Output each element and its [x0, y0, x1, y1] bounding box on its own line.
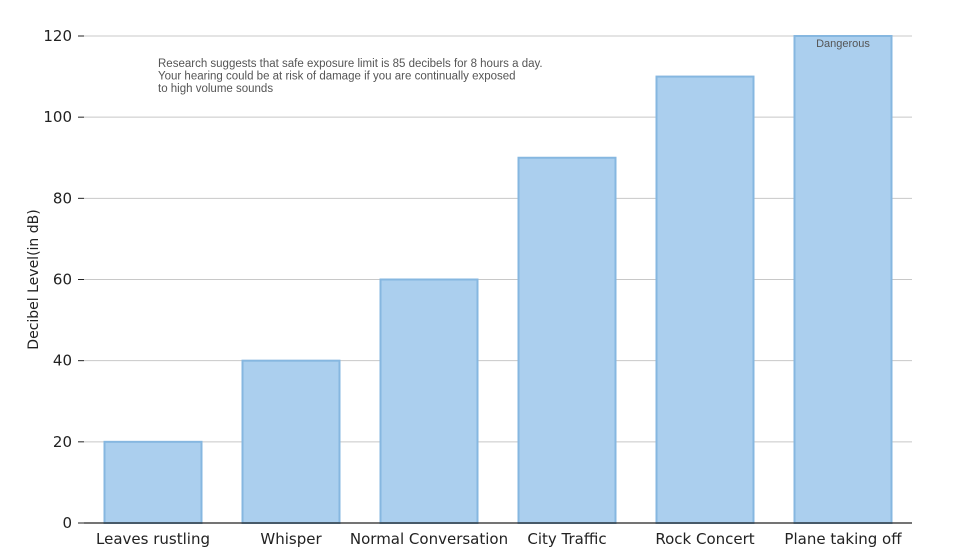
- bars: [103, 35, 893, 525]
- gridlines: [84, 35, 912, 443]
- bar-city-traffic[interactable]: [517, 156, 617, 524]
- x-category-label: Whisper: [260, 530, 322, 548]
- y-tick-label: 20: [53, 433, 72, 451]
- labels: 0 20 40 60 80 100 120 Leaves rustling Whisper Nor…: [26, 27, 902, 548]
- x-category-label: Normal Conversation: [350, 530, 508, 548]
- bar-whisper[interactable]: [241, 359, 341, 524]
- y-axis-title: Decibel Level(in dB): [26, 209, 42, 349]
- bar-plane-taking-off[interactable]: [793, 35, 893, 524]
- x-category-label: Plane taking off: [784, 530, 902, 548]
- x-category-label: Leaves rustling: [96, 530, 210, 548]
- y-tick-label: 60: [53, 271, 72, 289]
- data-label: Dangerous: [816, 38, 870, 50]
- annotation-line: Research suggests that safe exposure lim…: [158, 58, 543, 70]
- y-tick-label: 40: [53, 352, 72, 370]
- bar-leaves-rustling[interactable]: [103, 440, 203, 525]
- annotation-line: Your hearing could be at risk of damage …: [158, 71, 516, 83]
- bar-normal-conversation[interactable]: [379, 278, 479, 524]
- annotation-line: to high volume sounds: [158, 83, 273, 95]
- y-tick-label: 100: [43, 108, 72, 126]
- y-tick-label: 0: [62, 514, 72, 532]
- x-category-label: Rock Concert: [655, 530, 754, 548]
- axes: [78, 35, 912, 524]
- bar-rock-concert[interactable]: [655, 75, 755, 524]
- x-category-label: City Traffic: [527, 530, 606, 548]
- y-tick-label: 120: [43, 27, 72, 45]
- y-tick-label: 80: [53, 189, 72, 207]
